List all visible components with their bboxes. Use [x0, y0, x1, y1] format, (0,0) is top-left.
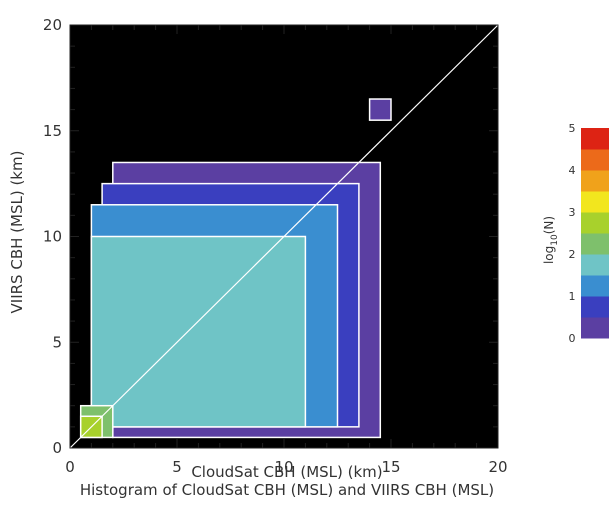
- colorbar-tick-label: 0: [569, 332, 576, 345]
- colorbar-label: log10(N): [542, 216, 560, 264]
- colorbar-swatch-6: [581, 191, 609, 213]
- x-tick-label: 0: [65, 458, 75, 476]
- colorbar: 0 1 2 3 4 5: [569, 122, 609, 345]
- colorbar-swatch-4: [581, 233, 609, 255]
- colorbar-swatch-0: [581, 317, 609, 339]
- x-axis-label: CloudSat CBH (MSL) (km): [191, 463, 382, 481]
- colorbar-tick-label: 1: [569, 290, 576, 303]
- colorbar-tick-label: 2: [569, 248, 576, 261]
- colorbar-label-sub: 10: [550, 234, 560, 246]
- colorbar-swatch-8: [581, 149, 609, 171]
- y-tick-label: 15: [43, 122, 62, 140]
- y-tick-label: 10: [43, 228, 62, 246]
- y-axis-label: VIIRS CBH (MSL) (km): [8, 151, 26, 314]
- colorbar-label-base: log: [542, 246, 556, 264]
- colorbar-swatch-9: [581, 128, 609, 150]
- x-tick-label: 15: [381, 458, 400, 476]
- colorbar-swatch-5: [581, 212, 609, 234]
- y-tick-label: 0: [52, 439, 62, 457]
- colorbar-tick-label: 5: [569, 122, 576, 135]
- y-tick-label: 5: [52, 333, 62, 351]
- colorbar-swatch-2: [581, 275, 609, 297]
- colorbar-swatch-1: [581, 296, 609, 318]
- chart-title: Histogram of CloudSat CBH (MSL) and VIIR…: [80, 481, 494, 499]
- x-tick-label: 5: [172, 458, 182, 476]
- plot-area: [70, 25, 498, 448]
- density-region-level-0: [370, 99, 391, 120]
- colorbar-swatch-7: [581, 170, 609, 192]
- y-tick-label: 20: [43, 16, 62, 34]
- colorbar-tick-label: 3: [569, 206, 576, 219]
- density-region-level-3: [91, 237, 305, 427]
- colorbar-tick-label: 4: [569, 164, 576, 177]
- x-tick-label: 20: [488, 458, 507, 476]
- colorbar-label-arg: (N): [542, 216, 556, 234]
- colorbar-swatch-3: [581, 254, 609, 276]
